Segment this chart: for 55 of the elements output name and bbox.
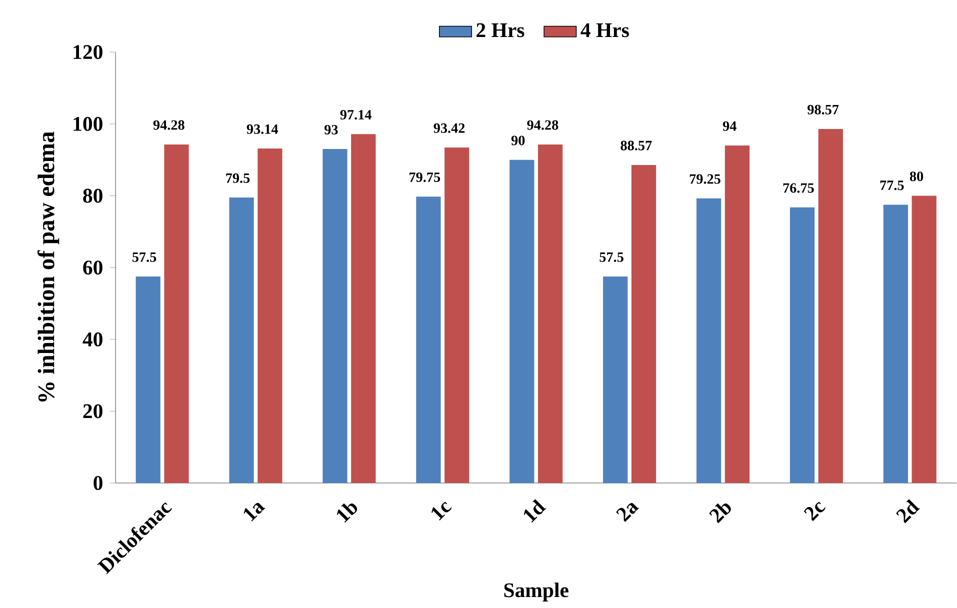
bar [258, 148, 282, 484]
data-label: 98.57 [808, 104, 839, 115]
data-label: 90 [511, 136, 525, 146]
bar [136, 276, 160, 484]
data-label: 93 [324, 125, 338, 135]
data-label: 79.75 [410, 172, 440, 182]
bar [724, 146, 750, 484]
bar [818, 129, 843, 484]
data-label: 94.28 [527, 120, 558, 130]
data-label: 94.28 [153, 120, 184, 130]
data-label: 88.57 [620, 140, 652, 150]
data-label: 94 [722, 121, 736, 131]
x-tick-label: 2b [709, 503, 731, 524]
data-label: 93.14 [246, 124, 278, 134]
x-tick-label: 2d [896, 499, 920, 524]
bar [790, 208, 815, 484]
x-tick-label: 1a [244, 503, 266, 522]
x-axis-title: Sample [504, 582, 568, 602]
y-tick-label: 60 [83, 260, 102, 275]
y-tick-label: 80 [83, 188, 102, 203]
y-tick-label: 100 [74, 117, 102, 132]
bar [416, 196, 441, 484]
bar [603, 276, 628, 484]
x-tick-label: 1b [336, 503, 358, 523]
data-label: 80 [910, 172, 924, 182]
bar [164, 144, 189, 484]
bar [696, 198, 722, 484]
data-label: 79.5 [226, 174, 250, 184]
bar [510, 160, 534, 484]
x-tick-label: 1c [432, 502, 452, 521]
y-tick-label: 120 [74, 45, 102, 60]
bar [444, 148, 470, 484]
data-label: 79.25 [690, 174, 720, 184]
bar [351, 134, 376, 484]
data-label: 97.14 [340, 110, 372, 120]
x-tick-label: 2c [804, 502, 826, 522]
legend-label: 4 Hrs [580, 23, 629, 38]
data-label: 57.5 [132, 252, 156, 262]
data-label: 57.5 [600, 252, 624, 262]
bar [538, 144, 563, 484]
bar [631, 165, 656, 484]
y-tick-label: 40 [82, 332, 102, 347]
data-label: 93.42 [434, 124, 465, 134]
bar [229, 198, 254, 484]
bar [322, 149, 348, 484]
legend-label: 2 Hrs [476, 23, 524, 38]
y-tick-label: 20 [83, 404, 102, 418]
bar [883, 204, 908, 484]
x-tick-label: 2a [616, 503, 640, 522]
data-label: 76.75 [783, 183, 814, 193]
y-tick-label: 0 [94, 476, 102, 490]
data-label: 77.5 [880, 180, 904, 190]
y-axis-title: % inhibition of paw edema [37, 132, 60, 402]
x-tick-label: 1d [524, 499, 546, 523]
bar [912, 196, 936, 484]
